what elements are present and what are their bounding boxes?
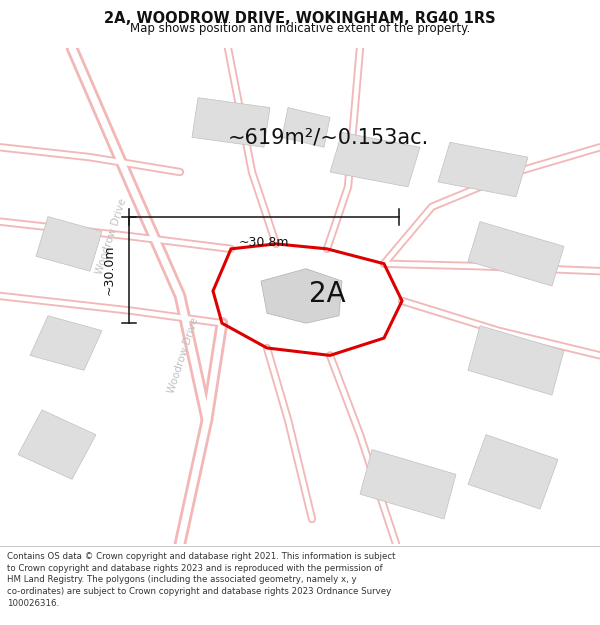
Polygon shape <box>282 107 330 148</box>
Text: Map shows position and indicative extent of the property.: Map shows position and indicative extent… <box>130 22 470 34</box>
Polygon shape <box>192 98 270 148</box>
Text: ~619m²/~0.153ac.: ~619m²/~0.153ac. <box>228 127 429 148</box>
Polygon shape <box>468 326 564 395</box>
Text: Woodrow Drive: Woodrow Drive <box>94 198 128 276</box>
Polygon shape <box>36 217 102 271</box>
Polygon shape <box>438 142 528 197</box>
Text: ~30.8m: ~30.8m <box>239 236 289 249</box>
Polygon shape <box>18 410 96 479</box>
Text: ~30.0m: ~30.0m <box>103 244 116 295</box>
Text: 2A, WOODROW DRIVE, WOKINGHAM, RG40 1RS: 2A, WOODROW DRIVE, WOKINGHAM, RG40 1RS <box>104 11 496 26</box>
Polygon shape <box>30 316 102 370</box>
Text: Contains OS data © Crown copyright and database right 2021. This information is : Contains OS data © Crown copyright and d… <box>7 552 396 608</box>
Polygon shape <box>261 269 342 323</box>
Polygon shape <box>468 435 558 509</box>
Text: Woodrow Drive: Woodrow Drive <box>166 316 200 394</box>
Text: 2A: 2A <box>309 280 346 308</box>
Polygon shape <box>468 222 564 286</box>
Polygon shape <box>330 132 420 187</box>
Polygon shape <box>360 449 456 519</box>
